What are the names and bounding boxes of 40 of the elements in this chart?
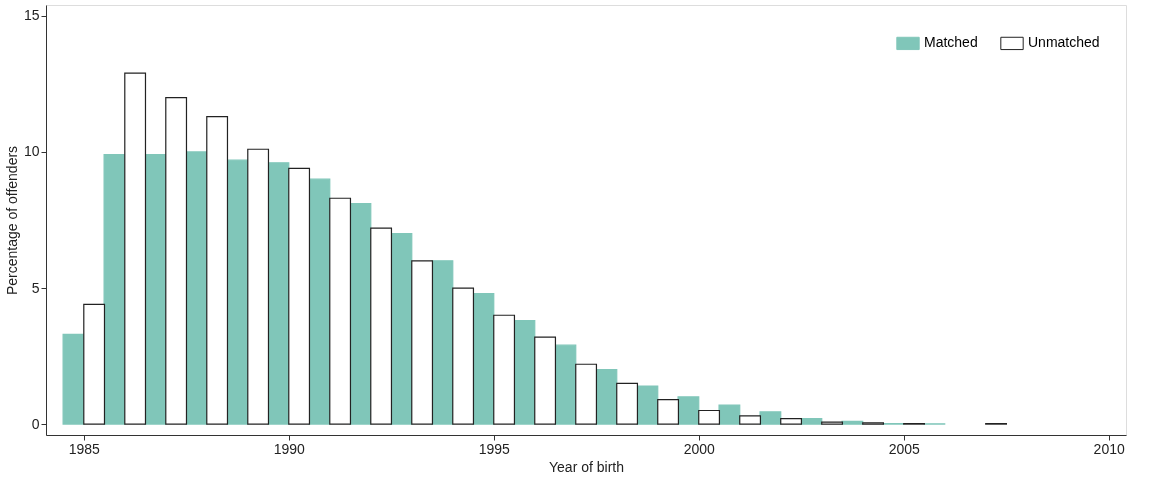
bar: [739, 415, 762, 425]
x-tick-label: 1985: [68, 440, 101, 457]
bar: [83, 303, 106, 425]
bar: [288, 167, 311, 425]
bar: [247, 148, 270, 425]
bar: [698, 409, 721, 425]
x-tick-label: 1995: [478, 440, 511, 457]
bar: [103, 154, 126, 425]
bar: [206, 115, 229, 425]
x-tick-label: 2000: [683, 440, 716, 457]
legend-label: Unmatched: [1028, 34, 1100, 51]
bar: [329, 197, 352, 425]
y-axis-title: Percentage of offenders: [3, 145, 20, 296]
bar: [165, 96, 188, 425]
x-tick-label: 1990: [273, 440, 306, 457]
bar: [370, 227, 393, 425]
x-tick-label: 2010: [1093, 440, 1125, 457]
y-tick-label: 15: [23, 7, 40, 24]
legend-label: Matched: [924, 34, 978, 51]
bar: [718, 404, 741, 425]
bar: [636, 385, 659, 425]
y-tick-label: 5: [31, 279, 40, 296]
bar: [124, 72, 147, 425]
bar: [575, 363, 598, 425]
bar: [616, 382, 639, 425]
bar: [657, 399, 680, 425]
bar: [780, 418, 803, 425]
bar: [452, 287, 475, 425]
bar: [841, 420, 864, 425]
y-tick-label: 10: [23, 143, 40, 160]
bar: [534, 336, 557, 425]
bar: [759, 411, 782, 425]
bar: [493, 314, 516, 425]
bar: [411, 260, 434, 425]
bar: [62, 333, 85, 425]
x-tick-label: 2005: [888, 440, 920, 457]
bar: [677, 396, 700, 425]
y-tick-label: 0: [31, 415, 40, 432]
x-axis-title: Year of birth: [549, 458, 624, 475]
bar: [800, 418, 823, 425]
